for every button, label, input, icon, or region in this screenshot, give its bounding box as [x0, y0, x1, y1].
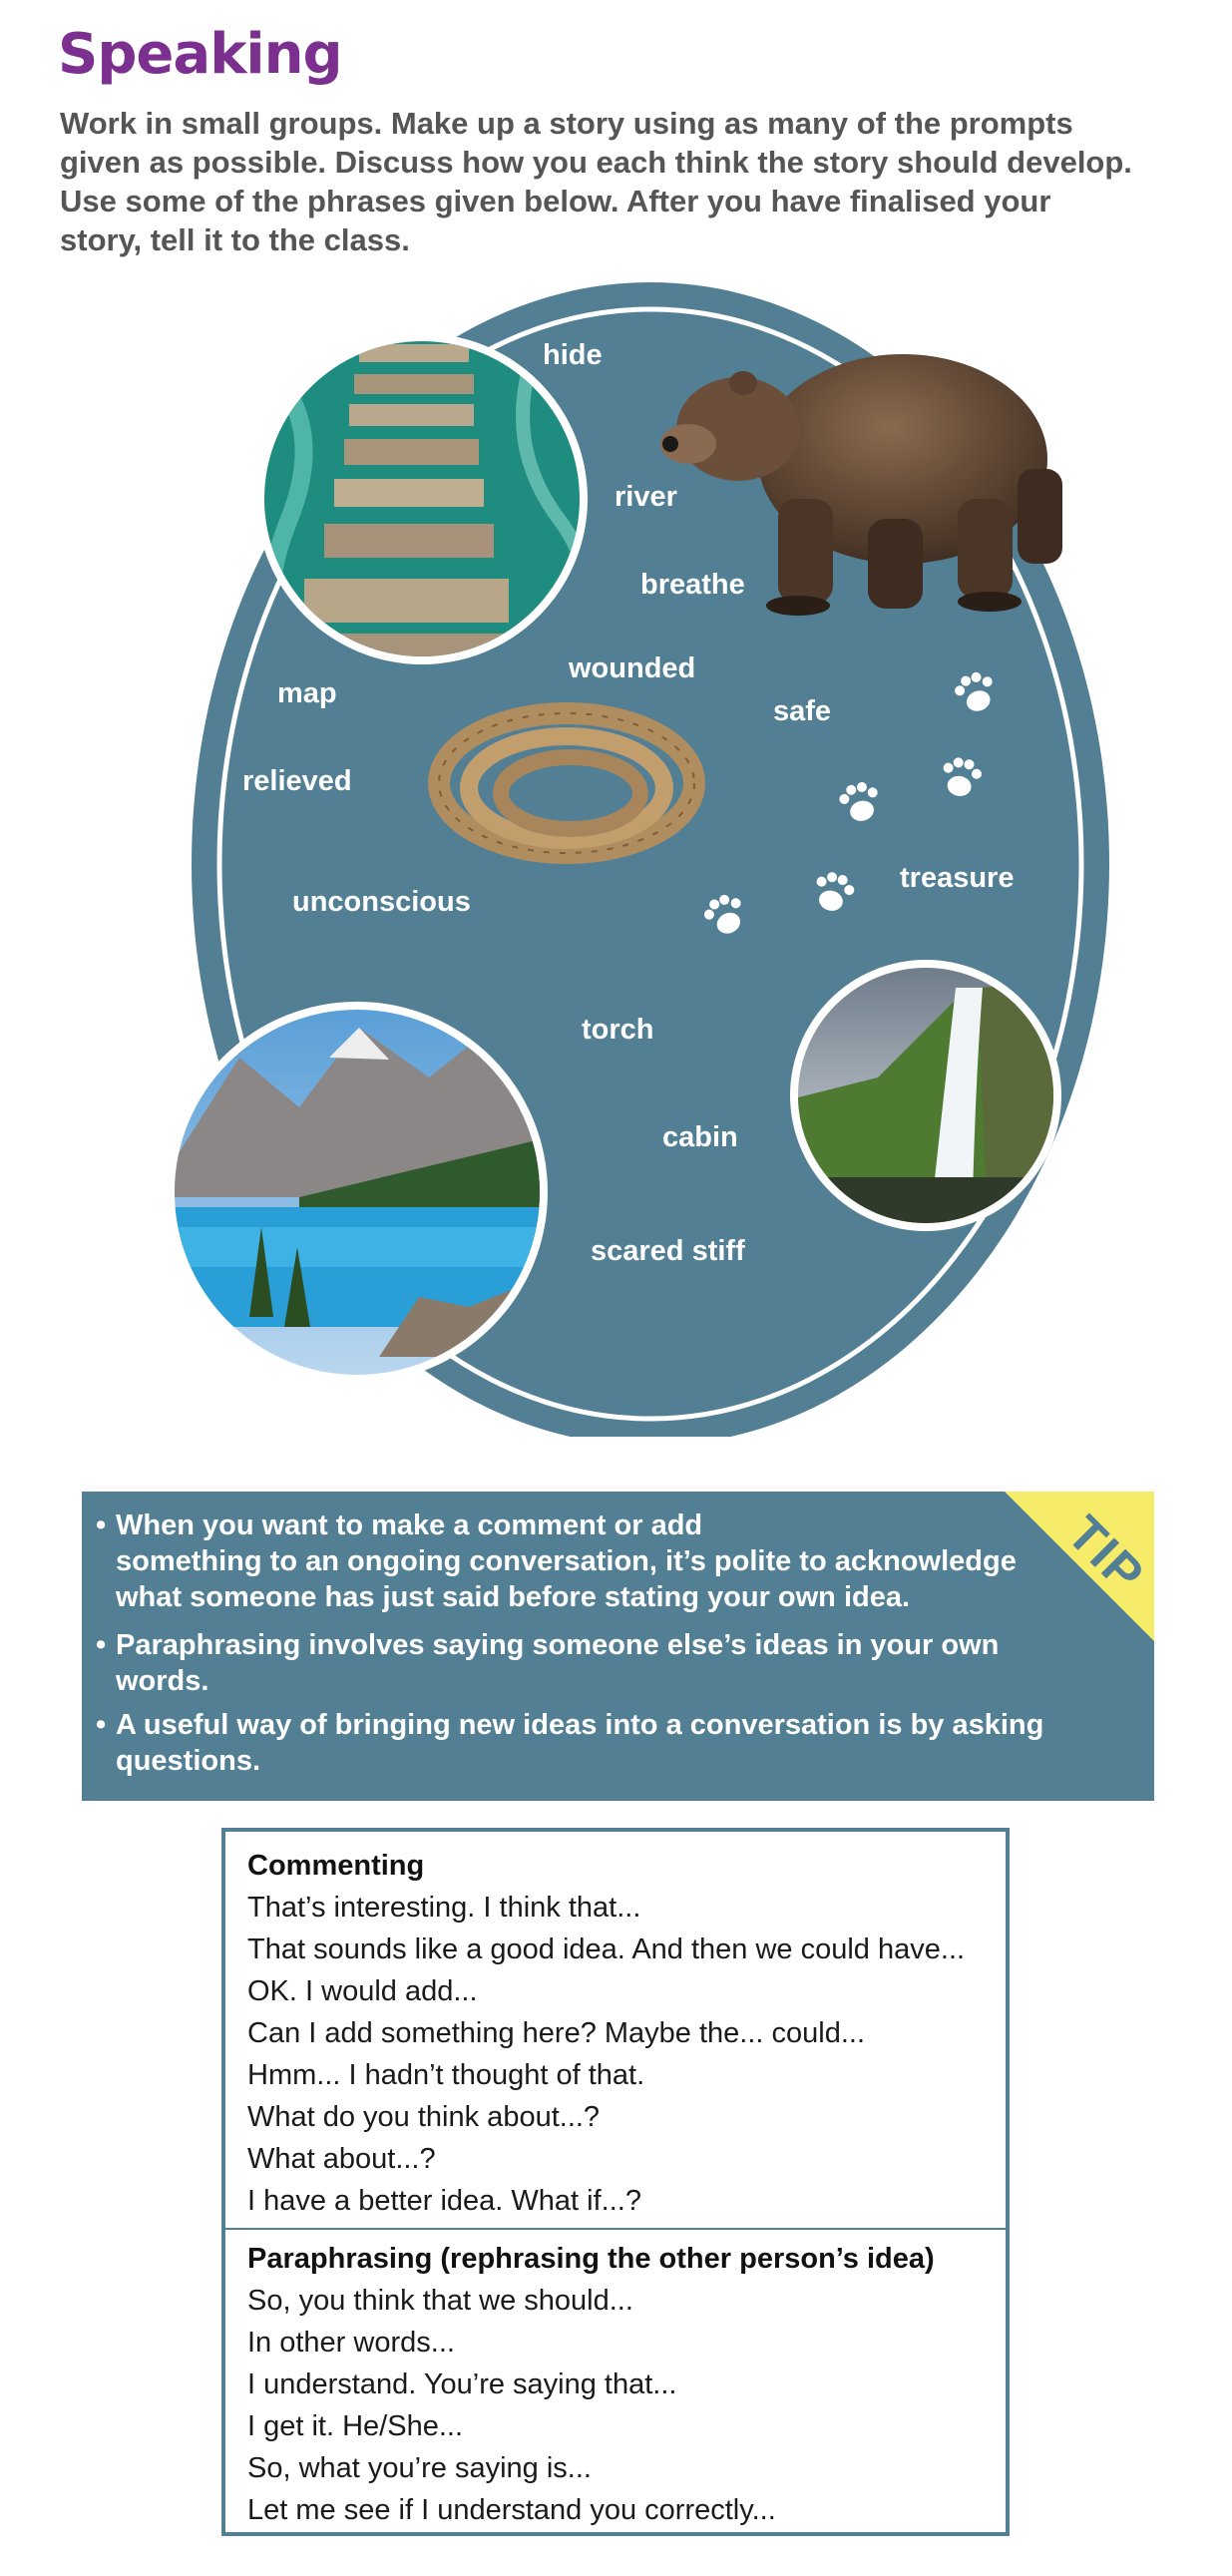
instruction-line: given as possible. Discuss how you each …	[60, 145, 1132, 180]
prompt-word: cabin	[662, 1121, 738, 1153]
waterfall-photo	[790, 960, 1061, 1231]
page-title: Speaking	[58, 22, 343, 87]
phrase-line: That’s interesting. I think that...	[247, 1892, 641, 1924]
prompt-word: scared stiff	[591, 1235, 745, 1267]
prompt-word: unconscious	[292, 886, 471, 918]
prompt-word: river	[615, 481, 677, 513]
tip-line: what someone has just said before statin…	[116, 1581, 911, 1613]
paw-prints	[703, 671, 993, 934]
paw-print-icon	[839, 781, 878, 821]
phrases-box: Commenting That’s interesting. I think t…	[221, 1828, 1010, 2536]
phrase-line: OK. I would add...	[247, 1975, 478, 2007]
story-prompts-oval	[167, 282, 1109, 1437]
tip-item: • Paraphrasing involves saying someone e…	[96, 1627, 1123, 1699]
phrase-line: I get it. He/She...	[247, 2410, 463, 2442]
prompt-word: safe	[773, 695, 832, 727]
phrase-line: So, you think that we should...	[247, 2285, 633, 2317]
prompt-word: map	[277, 677, 337, 709]
phrase-line: What do you think about...?	[247, 2101, 601, 2133]
tip-corner	[1005, 1492, 1154, 1641]
paw-print-icon	[703, 894, 741, 934]
prompt-word: torch	[582, 1014, 654, 1046]
prompt-word: wounded	[569, 652, 696, 684]
prompt-word: hide	[543, 339, 603, 371]
paw-print-icon	[955, 671, 993, 711]
tip-box: TIP • When you want to make a comment or…	[82, 1492, 1154, 1801]
phrase-line: That sounds like a good idea. And then w…	[247, 1933, 966, 1965]
paraphrasing-heading: Paraphrasing (rephrasing the other perso…	[247, 2243, 935, 2275]
commenting-heading: Commenting	[247, 1850, 425, 1882]
instruction-line: story, tell it to the class.	[60, 222, 410, 257]
section-divider	[225, 2228, 1006, 2230]
phrase-line: Hmm... I hadn’t thought of that.	[247, 2059, 645, 2091]
prompt-word: breathe	[640, 569, 745, 601]
paw-print-icon	[943, 757, 982, 796]
oval-inner-border	[216, 306, 1084, 1422]
prompt-word: relieved	[242, 765, 352, 797]
tip-line: words.	[116, 1665, 209, 1697]
tip-line: A useful way of bringing new ideas into …	[116, 1709, 1044, 1741]
tip-item: • A useful way of bringing new ideas int…	[96, 1707, 1123, 1779]
mountain-lake-photo	[167, 1002, 548, 1383]
paw-print-icon	[816, 872, 855, 911]
instructions: Work in small groups. Make up a story us…	[60, 104, 1187, 259]
phrase-line: I have a better idea. What if...?	[247, 2185, 641, 2217]
tip-line: something to an ongoing conversation, it…	[116, 1545, 1017, 1577]
prompt-word: treasure	[900, 862, 1015, 894]
tip-line: questions.	[116, 1745, 261, 1777]
phrase-line: Can I add something here? Maybe the... c…	[247, 2017, 866, 2049]
tip-line: Paraphrasing involves saying someone els…	[116, 1629, 1000, 1661]
tip-item: • When you want to make a comment or add…	[96, 1507, 1123, 1615]
phrase-line: What about...?	[247, 2143, 436, 2175]
instruction-line: Work in small groups. Make up a story us…	[60, 106, 1073, 141]
tip-line: When you want to make a comment or add	[116, 1509, 703, 1541]
phrase-line: I understand. You’re saying that...	[247, 2368, 677, 2400]
phrase-line: Let me see if I understand you correctly…	[247, 2494, 776, 2526]
bear-photo	[660, 354, 1062, 616]
instruction-line: Use some of the phrases given below. Aft…	[60, 184, 1051, 218]
rope-photo	[428, 702, 705, 864]
phrase-line: So, what you’re saying is...	[247, 2452, 592, 2484]
phrase-line: In other words...	[247, 2327, 455, 2359]
